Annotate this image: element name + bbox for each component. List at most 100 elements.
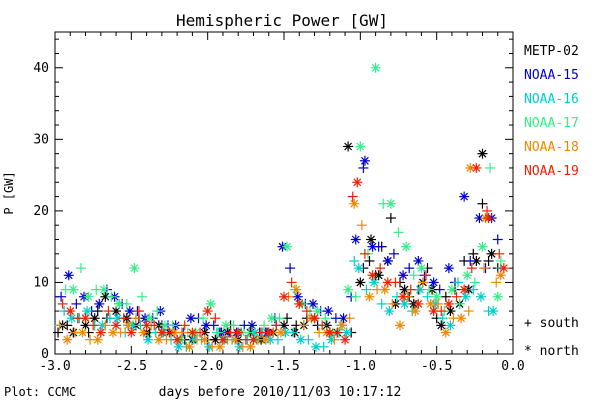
noaa-18-north-point <box>184 341 195 352</box>
noaa-15-north-point <box>308 298 319 309</box>
noaa-19-north-point <box>459 284 470 295</box>
noaa-15-south-point <box>465 255 476 266</box>
noaa-16-north-point <box>399 298 410 309</box>
x-tick-label: -2.0 <box>192 359 223 374</box>
noaa-19-south-point <box>482 205 493 216</box>
noaa-18-north-point <box>349 198 360 209</box>
noaa-17-north-point <box>401 241 412 252</box>
metp-02-north-point <box>366 234 377 245</box>
marker-legend-north: * north <box>524 344 579 359</box>
noaa-18-north-point <box>62 334 73 345</box>
plot-credit: Plot: CCMC <box>4 385 76 399</box>
noaa-17-north-point <box>266 313 277 324</box>
noaa-18-south-point <box>130 313 141 324</box>
y-tick-label: 40 <box>33 61 49 76</box>
noaa-19-north-point <box>141 320 152 331</box>
noaa-15-north-point <box>428 277 439 288</box>
noaa-18-north-point <box>275 327 286 338</box>
noaa-17-south-point <box>106 291 117 302</box>
noaa-17-north-point <box>129 263 140 274</box>
noaa-15-north-point <box>323 306 334 317</box>
noaa-18-north-point <box>364 291 375 302</box>
noaa-18-north-point <box>465 162 476 173</box>
noaa-17-south-point <box>213 327 224 338</box>
noaa-15-north-point <box>292 291 303 302</box>
noaa-19-north-point <box>202 306 213 317</box>
noaa-17-south-point <box>424 284 435 295</box>
noaa-19-south-point <box>451 291 462 302</box>
noaa-19-south-point <box>405 284 416 295</box>
noaa-19-north-point <box>80 313 91 324</box>
noaa-15-north-point <box>185 313 196 324</box>
noaa-16-north-point <box>414 284 425 295</box>
legend-entry-noaa-17: NOAA-17 <box>524 116 579 131</box>
y-tick-label: 20 <box>33 204 49 219</box>
legend-entry-noaa-19: NOAA-19 <box>524 164 579 179</box>
noaa-18-south-point <box>298 320 309 331</box>
metp-02-north-point <box>471 255 482 266</box>
noaa-18-north-point <box>123 320 134 331</box>
noaa-17-south-point <box>259 320 270 331</box>
noaa-16-north-point <box>311 341 322 352</box>
noaa-17-north-point <box>477 241 488 252</box>
noaa-15-south-point <box>388 248 399 259</box>
noaa-19-north-point <box>352 177 363 188</box>
noaa-19-north-point <box>111 320 122 331</box>
noaa-19-south-point <box>103 306 114 317</box>
noaa-19-north-point <box>498 263 509 274</box>
noaa-15-north-point <box>367 241 378 252</box>
noaa-17-north-point <box>144 313 155 324</box>
x-axis-label: days before 2010/11/03 10:17:12 <box>159 385 402 400</box>
x-tick-label: -1.0 <box>345 359 376 374</box>
chart-title: Hemispheric Power [GW] <box>176 11 388 30</box>
legend-entry-metp-02: METP-02 <box>524 44 579 59</box>
noaa-17-north-point <box>343 284 354 295</box>
y-tick-label: 10 <box>33 275 49 290</box>
noaa-17-south-point <box>408 270 419 281</box>
metp-02-south-point <box>477 198 488 209</box>
noaa-19-north-point <box>428 306 439 317</box>
noaa-19-north-point <box>65 306 76 317</box>
noaa-19-north-point <box>156 327 167 338</box>
noaa-19-north-point <box>443 298 454 309</box>
noaa-18-south-point <box>54 320 65 331</box>
noaa-19-south-point <box>133 306 144 317</box>
noaa-19-north-point <box>382 277 393 288</box>
noaa-19-south-point <box>494 248 505 259</box>
noaa-17-south-point <box>75 263 86 274</box>
noaa-16-south-point <box>376 298 387 309</box>
noaa-19-south-point <box>466 263 477 274</box>
y-axis: 0 10 20 30 40 <box>33 38 513 362</box>
noaa-18-south-point <box>356 220 367 231</box>
noaa-17-north-point <box>431 291 442 302</box>
noaa-17-north-point <box>446 284 457 295</box>
metp-02-north-point <box>343 141 354 152</box>
x-tick-label: -1.5 <box>268 359 299 374</box>
noaa-15-north-point <box>359 155 370 166</box>
legend-entry-noaa-18: NOAA-18 <box>524 140 579 155</box>
noaa-16-north-point <box>295 334 306 345</box>
noaa-18-south-point <box>344 313 355 324</box>
noaa-18-south-point <box>100 320 111 331</box>
noaa-16-north-point <box>488 306 499 317</box>
noaa-16-north-point <box>445 320 456 331</box>
noaa-19-south-point <box>420 270 431 281</box>
noaa-15-south-point <box>404 263 415 274</box>
y-tick-label: 30 <box>33 132 49 147</box>
noaa-15-south-point <box>285 263 296 274</box>
legend-entry-noaa-15: NOAA-15 <box>524 68 579 83</box>
noaa-17-north-point <box>385 198 396 209</box>
noaa-18-north-point <box>199 334 210 345</box>
noaa-16-north-point <box>173 341 184 352</box>
noaa-19-north-point <box>95 327 106 338</box>
metp-02-north-point <box>477 148 488 159</box>
noaa-19-north-point <box>309 313 320 324</box>
noaa-18-south-point <box>387 298 398 309</box>
noaa-19-north-point <box>233 327 244 338</box>
noaa-18-north-point <box>456 313 467 324</box>
noaa-17-north-point <box>282 241 293 252</box>
noaa-19-north-point <box>340 334 351 345</box>
noaa-15-north-point <box>63 270 74 281</box>
noaa-18-north-point <box>138 327 149 338</box>
noaa-17-south-point <box>454 298 465 309</box>
